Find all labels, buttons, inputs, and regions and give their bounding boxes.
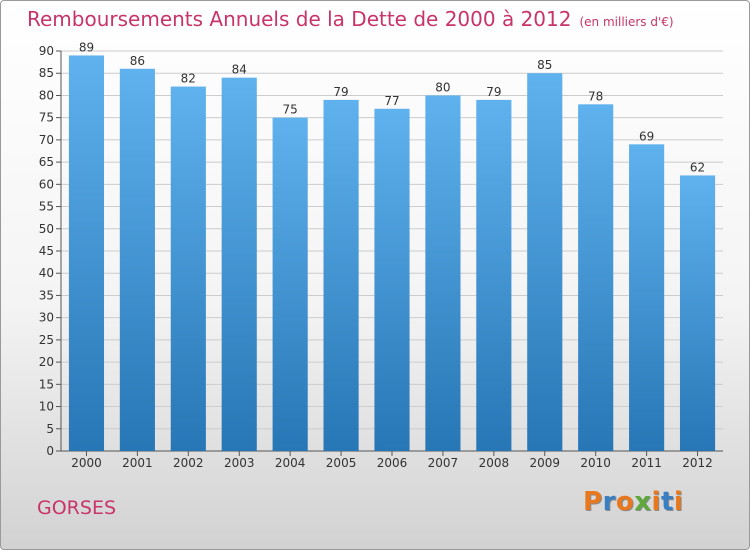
chart-title: Remboursements Annuels de la Dette de 20… (27, 7, 674, 31)
axes: 0 5 10 15 20 25 30 35 40 45 50 55 60 65 70 75 80 85 90 (39, 44, 723, 458)
y-tick-label: 30 (39, 311, 54, 325)
y-tick-label: 35 (39, 288, 54, 302)
value-label-2009: 85 (537, 58, 552, 72)
y-tick-label: 45 (39, 244, 54, 258)
y-tick-label: 60 (39, 177, 54, 191)
x-tick-label-2003: 2003 (224, 456, 255, 470)
logo-letter: i (673, 487, 684, 517)
x-tick-label-2011: 2011 (631, 456, 662, 470)
city-name: GORSES (37, 497, 117, 519)
x-tick-label-2005: 2005 (326, 456, 357, 470)
logo-letter: i (651, 487, 661, 517)
value-label-2008: 79 (486, 85, 501, 99)
x-tick-label-2012: 2012 (682, 456, 713, 470)
x-tick-label-2006: 2006 (377, 456, 408, 470)
x-tick-label-2000: 2000 (71, 456, 102, 470)
x-tick-label-2007: 2007 (428, 456, 459, 470)
value-label-2003: 84 (232, 63, 247, 77)
logo-letter: t (660, 487, 674, 517)
value-label-2006: 77 (384, 94, 399, 108)
bar-2002 (170, 86, 206, 452)
logo-letter: r (602, 487, 616, 517)
y-tick-label: 5 (46, 422, 54, 436)
value-label-2012: 62 (690, 160, 705, 174)
bar-2004 (272, 117, 308, 452)
y-tick-label: 0 (46, 444, 54, 458)
x-tick-label-2009: 2009 (529, 456, 560, 470)
bar-2000 (68, 55, 105, 451)
chart-title-main: Remboursements Annuels de la Dette de 20… (27, 7, 572, 31)
y-tick-label: 75 (39, 111, 54, 125)
y-tick-label: 80 (39, 88, 54, 102)
bar-2007 (425, 95, 461, 451)
bar-2001 (119, 68, 155, 452)
y-tick-label: 90 (39, 44, 54, 58)
value-label-2010: 78 (588, 89, 603, 103)
y-tick-label: 25 (39, 333, 54, 347)
y-tick-label: 65 (39, 155, 54, 169)
x-tick-label-2010: 2010 (580, 456, 611, 470)
y-tick-label: 85 (39, 66, 54, 80)
x-tick-label-2001: 2001 (122, 456, 153, 470)
value-label-2007: 80 (435, 80, 450, 94)
bar-2006 (374, 108, 410, 452)
bar-2010 (578, 104, 614, 451)
y-tick-label: 40 (39, 266, 54, 280)
x-tick-label-2002: 2002 (173, 456, 204, 470)
y-tick-label: 70 (39, 133, 54, 147)
x-tick-label-2004: 2004 (275, 456, 306, 470)
bar-2005 (323, 99, 359, 451)
value-label-2000: 89 (79, 40, 94, 54)
bars (68, 55, 716, 452)
x-tick-label-2008: 2008 (479, 456, 510, 470)
y-tick-label: 50 (39, 222, 54, 236)
logo-letter: P (583, 487, 603, 517)
value-label-2002: 82 (181, 72, 196, 86)
logo-letter: x (634, 487, 652, 517)
value-label-2001: 86 (130, 54, 145, 68)
bar-2008 (476, 99, 512, 451)
value-label-2004: 75 (283, 103, 298, 117)
bar-2012 (679, 175, 716, 451)
y-tick-label: 55 (39, 200, 54, 214)
proxiti-logo: Proxiti (583, 487, 683, 517)
labels: 89 2000 86 2001 82 2002 84 2003 75 2004 79 2005 77 20… (71, 40, 713, 470)
chart-unit-label: (en milliers d'€) (579, 15, 674, 29)
y-tick-label: 20 (39, 355, 54, 369)
bar-2009 (527, 73, 563, 451)
logo-letter: o (615, 487, 635, 517)
value-label-2005: 79 (333, 85, 348, 99)
bar-2011 (629, 144, 665, 452)
bar-2003 (221, 77, 257, 452)
y-tick-label: 15 (39, 377, 54, 391)
y-tick-label: 10 (39, 400, 54, 414)
value-label-2011: 69 (639, 129, 654, 143)
